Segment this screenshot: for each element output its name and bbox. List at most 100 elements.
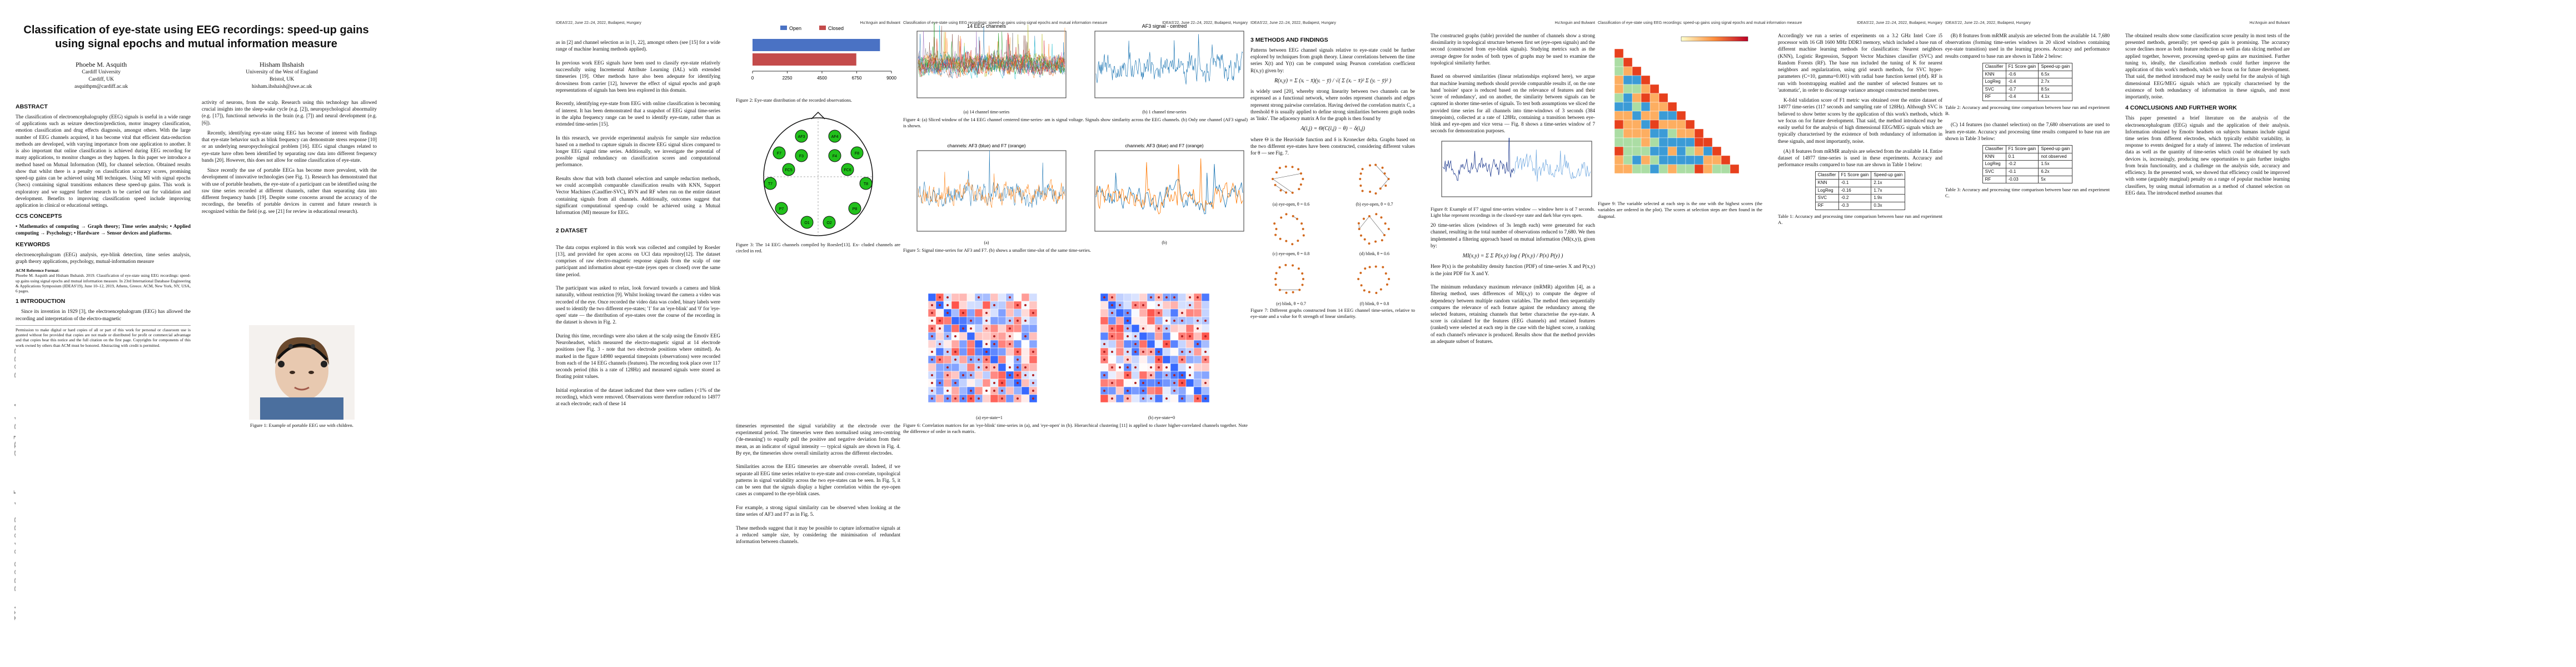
matrix-dot [1181, 397, 1183, 400]
matrix-cell [951, 340, 960, 349]
matrix-dot [1173, 296, 1175, 298]
table-cell: RF [1982, 175, 2006, 184]
matrix-cell [1029, 293, 1038, 302]
graph-node [1274, 184, 1277, 187]
matrix-cell [1178, 340, 1187, 349]
figure-1: Figure 1: Example of portable EEG use wi… [249, 325, 355, 429]
matrix-cell [928, 363, 936, 372]
table-cell: 0.1 [2005, 152, 2039, 161]
paper-title: Classification of eye-state using EEG re… [23, 24, 369, 50]
mrmr-cell [1676, 128, 1686, 138]
matrix-dot [1111, 312, 1113, 314]
matrix-cell [1021, 347, 1030, 356]
intro-text: Since its invention in 1929 [3], the ele… [16, 308, 191, 321]
fig7-sub: (e) blink, θ = 0.7 [1276, 301, 1306, 307]
matrix-cell [1021, 324, 1030, 333]
table-cell: -0.2 [2005, 160, 2039, 168]
legend-closed: Closed [828, 26, 844, 31]
matrix-cell [1139, 340, 1148, 349]
matrix-dot [1150, 366, 1152, 369]
mrmr-cell [1632, 128, 1642, 138]
matrix-dot [1134, 335, 1137, 337]
page-2: IDEAS'22, June 22–24, 2022, Budapest, Hu… [556, 0, 900, 667]
fig6b-matrix [1100, 293, 1210, 403]
matrix-dot [1158, 359, 1160, 361]
matrix-dot [1009, 343, 1011, 345]
matrix-cell [1185, 355, 1194, 364]
graph-node [1301, 272, 1304, 275]
table-row: KNN 0.1 not observed [1982, 152, 2073, 161]
table-header: Classifier [1982, 145, 2006, 153]
graph-node [1369, 191, 1372, 193]
table-2: Classifier F1 Score gain Speed-up gain KNN -… [1982, 62, 2073, 102]
matrix-dot [1001, 390, 1003, 392]
mrmr-cell [1685, 137, 1695, 147]
electrode-F3 [795, 149, 808, 162]
mrmr-cell [1623, 66, 1633, 76]
electrode-label: AF3 [798, 135, 805, 139]
matrix-cell [1185, 324, 1194, 333]
matrix-cell [982, 394, 991, 403]
matrix-cell [998, 301, 1007, 310]
matrix-cell [1131, 308, 1140, 317]
table-header: Classifier [1815, 171, 1839, 180]
fig5a-plot: channels: AF3 (blue) and F7 (orange) [916, 143, 1067, 232]
matrix-dot [1017, 320, 1019, 322]
graph-node [1291, 166, 1294, 168]
mrmr-cell [1676, 137, 1686, 147]
matrix-dot [931, 320, 933, 322]
matrix-dot [1204, 359, 1207, 361]
matrix-cell [1154, 386, 1163, 395]
mrmr-cell [1641, 102, 1651, 112]
graph-node [1368, 242, 1371, 245]
matrix-dot [985, 327, 988, 330]
graph-node [1359, 234, 1362, 237]
matrix-cell [1139, 316, 1148, 325]
matrix-dot [1032, 390, 1034, 392]
graph-node [1301, 283, 1304, 286]
matrix-cell [959, 386, 968, 395]
matrix-cell [966, 347, 975, 356]
matrix-dot [1009, 320, 1011, 322]
matrix-dot [1173, 382, 1175, 384]
table-cell: RF [1815, 201, 1839, 210]
matrix-dot [1150, 351, 1152, 353]
matrix-cell [1013, 386, 1022, 395]
graph-node [1383, 234, 1386, 237]
mrmr-cell [1641, 137, 1651, 147]
table-cell: LogReg [1982, 160, 2006, 168]
matrix-dot [954, 382, 956, 384]
matrix-dot [1204, 335, 1207, 337]
matrix-cell [998, 371, 1007, 380]
signal-line [918, 19, 1065, 76]
matrix-dot [1127, 374, 1129, 376]
figure-5-caption: Figure 5: Signal time-series for AF3 and… [903, 247, 1091, 253]
matrix-dot [978, 359, 980, 361]
graph-node [1358, 228, 1361, 231]
matrix-cell [935, 394, 944, 403]
matrix-dot [931, 390, 933, 392]
matrix-cell [966, 340, 975, 349]
table-cell: 1.9x [1871, 194, 1906, 202]
matrix-dot [1111, 296, 1113, 298]
equation-1: R(x,y) = Σ (xᵢ − x̄)(yᵢ − ȳ) / √( Σ (xᵢ … [1274, 77, 1392, 84]
matrix-dot [1150, 296, 1152, 298]
author-1-email[interactable]: asquithpm@cardiff.ac.uk [74, 83, 128, 89]
graph-edge [1359, 216, 1370, 230]
matrix-cell [1108, 340, 1117, 349]
mrmr-cell [1685, 155, 1695, 165]
table-cell: -0.7 [2005, 85, 2039, 94]
legend-open-swatch [780, 26, 787, 30]
author-2-email[interactable]: hisham.ihshaish@uwe.ac.uk [251, 83, 312, 89]
graph-node [1274, 283, 1277, 286]
matrix-dot [1181, 312, 1183, 314]
matrix-dot [1165, 296, 1168, 298]
graph-node [1274, 233, 1277, 236]
table-cell: -0.6 [2005, 70, 2039, 79]
mrmr-cell [1623, 93, 1633, 103]
author-2: Hisham Ihshaish University of the West o… [246, 61, 318, 89]
item-c: (C) 14 features (no channel selection) o… [1945, 122, 2110, 141]
x-tick-label: 6750 [852, 76, 862, 81]
table-row: RF -0.3 0.3x [1815, 201, 1906, 210]
matrix-dot [1009, 327, 1011, 330]
